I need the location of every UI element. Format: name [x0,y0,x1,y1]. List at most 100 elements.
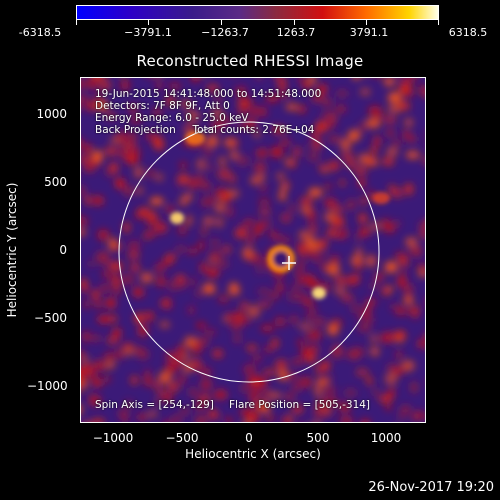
ring-speckle [370,222,381,230]
ring-speckle [374,273,385,281]
ring-speckle [140,272,153,283]
plot-title: Reconstructed RHESSI Image [136,52,364,70]
ring-speckle [386,147,398,156]
ring-speckle [352,78,360,80]
ring-speckle [108,238,119,251]
ring-speckle [357,322,372,333]
ring-speckle [310,93,325,103]
ring-speckle [179,196,187,207]
ring-speckle [224,138,236,147]
info-spin-axis: Spin Axis = [254,-129] [95,399,214,411]
ring-speckle [205,148,213,158]
ring-speckle [260,106,268,118]
ring-speckle [344,388,358,397]
ring-speckle [306,354,316,364]
ring-speckle [390,261,398,273]
y-tick-500: 500 [44,175,67,189]
ring-speckle [288,290,298,303]
ring-speckle [83,144,93,153]
ring-speckle [327,323,339,336]
ring-speckle [83,163,96,173]
colorbar-label-3: −1263.7 [201,26,249,39]
ring-speckle [113,287,121,296]
ring-speckle [262,369,276,376]
ring-speckle [136,186,143,195]
ring-speckle [275,359,288,371]
ring-speckle [269,291,280,300]
ring-speckle [373,136,381,146]
ring-speckle [319,163,326,173]
ring-speckle [405,78,415,84]
ring-speckle [253,130,261,138]
ring-speckle [281,415,293,422]
ring-speckle [124,399,134,410]
ring-speckle [298,323,313,330]
ring-speckle [299,196,314,206]
ring-speckle [398,365,407,374]
ring-speckle [381,218,391,230]
ring-speckle [175,274,186,282]
ring-speckle [305,248,320,259]
ring-speckle [92,398,100,407]
x-tick-0: 0 [245,431,253,445]
ring-speckle [397,276,407,287]
ring-speckle [95,363,107,371]
ring-speckle [202,283,216,294]
ring-speckle [216,258,229,269]
ring-speckle [189,387,197,398]
ring-speckle [418,84,425,94]
ring-speckle [154,263,165,273]
ring-speckle [164,362,178,375]
ring-speckle [292,146,302,158]
ring-speckle [268,392,282,399]
ring-speckle [305,313,312,320]
ring-speckle [193,174,206,185]
ring-speckle [81,216,88,227]
ring-speckle [359,88,371,96]
ring-speckle [400,405,411,414]
ring-speckle [335,231,348,239]
ring-speckle [103,375,111,383]
ring-speckle [206,135,219,148]
ring-speckle [388,92,402,104]
ring-speckle [277,91,291,99]
ring-speckle [149,197,164,205]
ring-speckle [297,78,305,83]
ring-speckle [168,82,182,90]
ring-speckle [134,313,144,324]
ring-speckle [355,261,363,272]
ring-speckle [256,265,264,275]
ring-speckle [419,231,425,238]
y-axis-label: Heliocentric Y (arcsec) [5,182,19,318]
ring-speckle [87,370,98,380]
ring-speckle [187,247,199,255]
ring-speckle [163,392,173,403]
ring-speckle [201,181,211,191]
ring-speckle [258,174,265,182]
ring-speckle [260,389,272,399]
ring-speckle [401,88,415,98]
ring-speckle [284,392,295,402]
info-method-counts: Back Projection Total counts: 2.76E+04 [95,124,315,136]
ring-speckle [318,400,333,409]
ring-speckle [291,381,302,393]
ring-speckle [162,420,172,422]
ring-speckle [394,366,401,378]
render-timestamp: 26-Nov-2017 19:20 [368,480,494,495]
ring-speckle [335,105,347,113]
ring-speckle [391,139,402,147]
ring-speckle [328,160,339,171]
ring-speckle [202,216,215,226]
ring-speckle [194,289,203,298]
ring-speckle [259,185,268,192]
ring-speckle [81,331,92,343]
ring-speckle [259,401,271,414]
ring-speckle [324,198,337,208]
info-detectors: Detectors: 7F 8F 9F, Att 0 [95,100,230,112]
ring-speckle [263,218,272,229]
ring-speckle [92,150,103,162]
ring-speckle [325,409,333,417]
ring-speckle [419,221,425,232]
ring-speckle [340,138,351,151]
ring-speckle [256,220,265,231]
